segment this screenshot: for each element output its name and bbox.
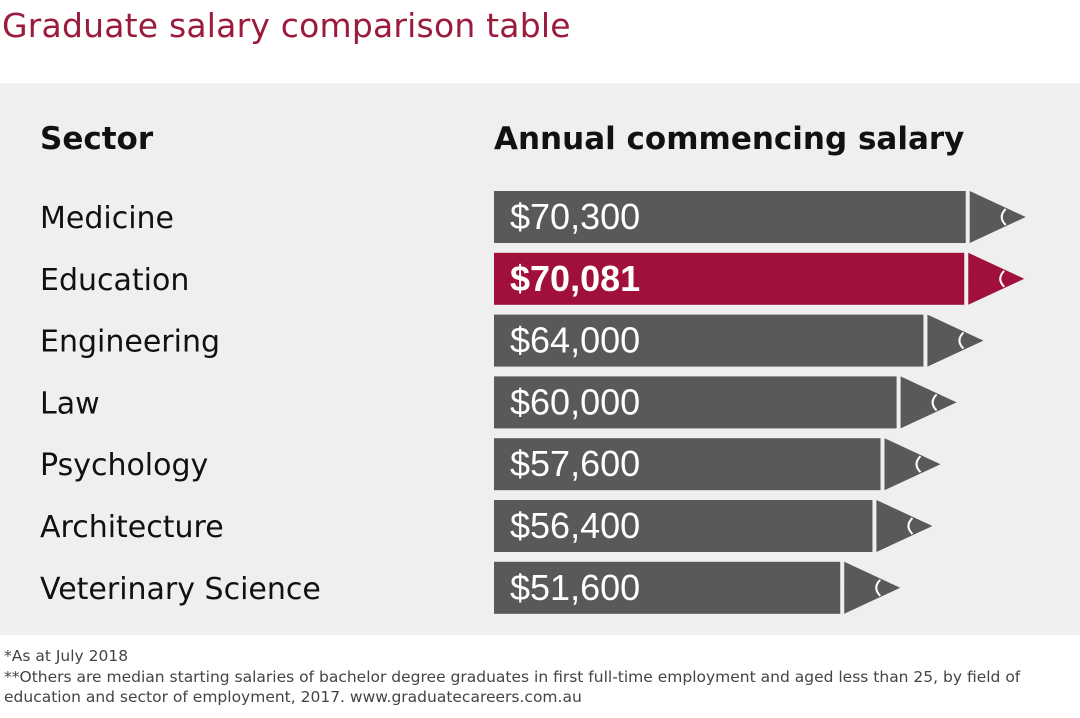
- value-label-psychology: $57,600: [510, 443, 640, 484]
- bar-tip-education: [968, 252, 1025, 305]
- value-label-law: $60,000: [510, 381, 640, 422]
- value-label-engineering: $64,000: [510, 320, 640, 361]
- bar-tip-lead-medicine: [1000, 208, 1007, 226]
- sector-label-law: Law: [40, 386, 100, 421]
- sector-label-architecture: Architecture: [40, 510, 224, 545]
- bar-architecture: [494, 500, 873, 552]
- bar-veterinary-science: [494, 561, 841, 614]
- bar-tip-lead-psychology: [915, 455, 922, 473]
- bar-law: [494, 376, 897, 429]
- bar-tip-lead-engineering: [958, 331, 965, 350]
- chart-title: Graduate salary comparison table: [2, 6, 571, 45]
- sector-label-medicine: Medicine: [40, 201, 174, 236]
- value-label-education: $70,081: [510, 258, 640, 299]
- bar-tip-lead-veterinary-science: [875, 579, 881, 597]
- footnote-source-line-2: education and sector of employment, 2017…: [4, 688, 582, 706]
- bar-tip-psychology: [884, 438, 941, 491]
- sector-label-psychology: Psychology: [40, 448, 208, 483]
- footnote-date: *As at July 2018: [4, 647, 129, 665]
- bar-engineering: [494, 314, 924, 367]
- footnotes: *As at July 2018 **Others are median sta…: [4, 646, 1074, 708]
- bar-education: [494, 252, 965, 305]
- sector-label-veterinary-science: Veterinary Science: [40, 572, 321, 607]
- bar-tip-medicine: [969, 191, 1026, 243]
- bar-tip-lead-law: [931, 393, 938, 412]
- bar-tip-lead-education: [999, 270, 1005, 288]
- bar-tip-engineering: [927, 314, 984, 367]
- bar-psychology: [494, 438, 881, 491]
- bar-tip-lead-architecture: [907, 517, 914, 535]
- value-label-veterinary-science: $51,600: [510, 567, 640, 608]
- value-label-architecture: $56,400: [510, 505, 640, 546]
- sector-label-education: Education: [40, 263, 189, 298]
- footnote-source-line-1: **Others are median starting salaries of…: [4, 667, 1021, 686]
- sector-label-engineering: Engineering: [40, 325, 220, 360]
- bar-tip-law: [900, 376, 957, 429]
- value-label-medicine: $70,300: [510, 196, 640, 237]
- sector-column-header: Sector: [40, 121, 154, 157]
- salary-column-header: Annual commencing salary: [494, 121, 965, 157]
- bar-medicine: [494, 191, 966, 243]
- bar-tip-architecture: [876, 500, 933, 552]
- bar-tip-veterinary-science: [844, 561, 901, 614]
